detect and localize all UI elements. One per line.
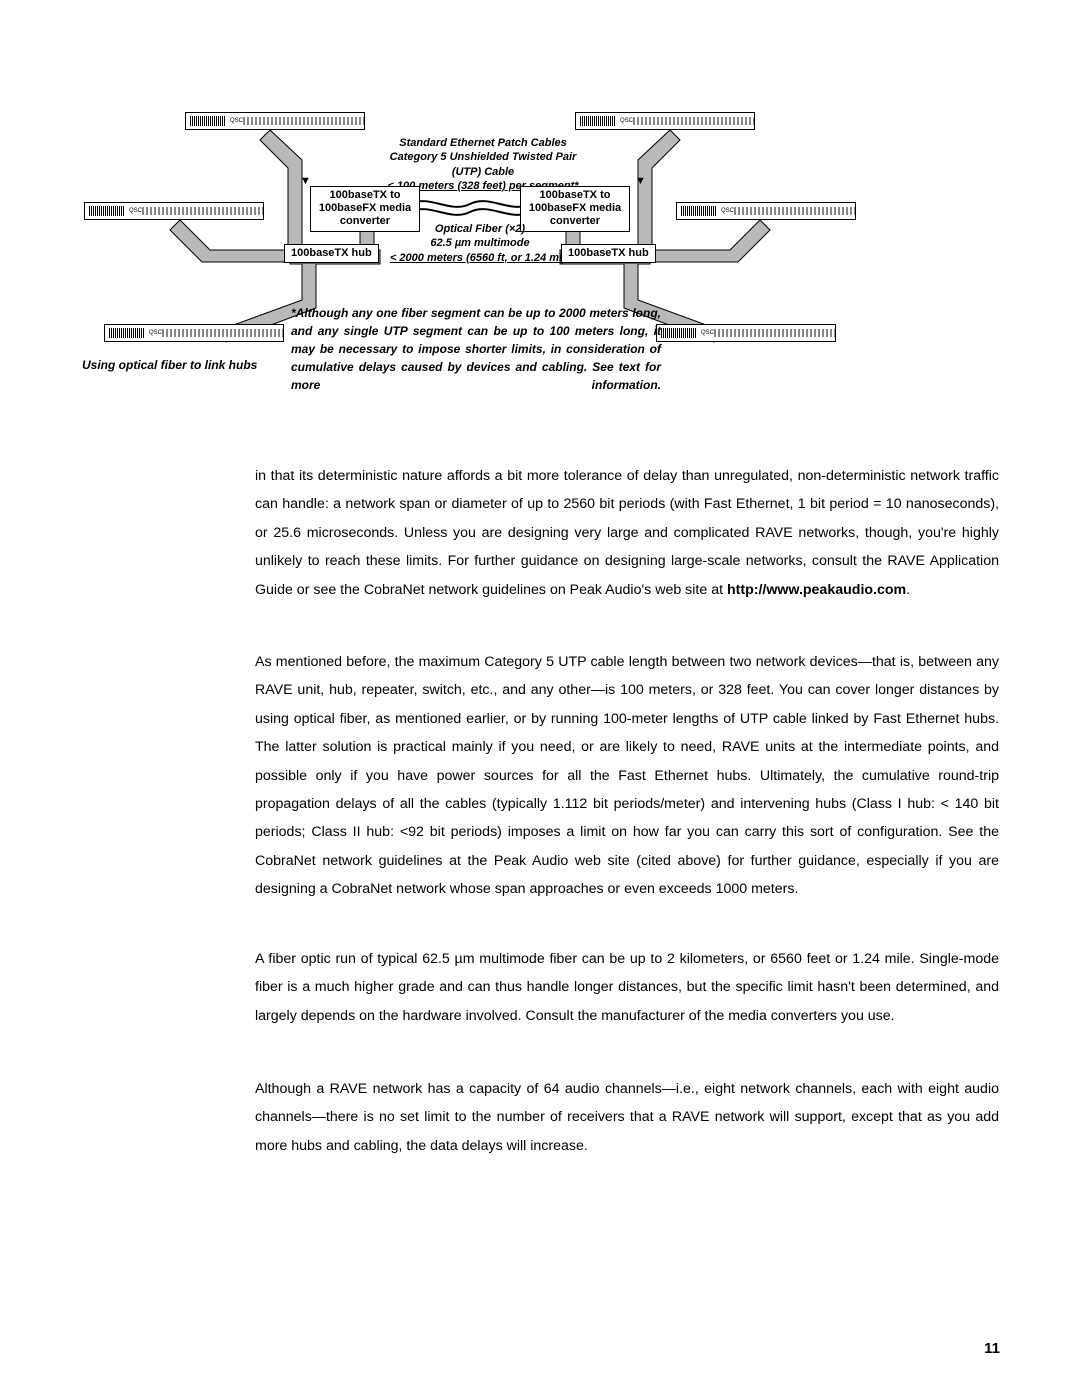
- arrow-icon: ▼: [635, 174, 646, 188]
- paragraph-4: Although a RAVE network has a capacity o…: [255, 1075, 999, 1160]
- hub-label-right: 100baseTX hub: [561, 244, 656, 263]
- diagram-footnote: *Although any one fiber segment can be u…: [291, 304, 661, 394]
- diagram-caption: Using optical fiber to link hubs: [82, 358, 257, 372]
- hub-label-left: 100baseTX hub: [284, 244, 379, 263]
- rave-device: QSC: [104, 324, 284, 342]
- peakaudio-link[interactable]: http://www.peakaudio.com: [727, 582, 906, 598]
- rave-device: QSC: [656, 324, 836, 342]
- cable-spec-label: Standard Ethernet Patch Cables Category …: [378, 136, 588, 193]
- page-number: 11: [984, 1340, 1000, 1357]
- paragraph-3: A fiber optic run of typical 62.5 µm mul…: [255, 945, 999, 1030]
- rave-device: QSC: [185, 112, 365, 130]
- rave-device: QSC: [84, 202, 264, 220]
- paragraph-2: As mentioned before, the maximum Categor…: [255, 648, 999, 904]
- fiber-spec-label: Optical Fiber (×2) 62.5 µm multimode < 2…: [380, 222, 580, 265]
- paragraph-1: in that its deterministic nature affords…: [255, 462, 999, 604]
- rave-device: QSC: [676, 202, 856, 220]
- rave-device: QSC: [575, 112, 755, 130]
- network-diagram: QSC QSC QSC QSC QSC QSC Standard Etherne…: [80, 100, 1000, 380]
